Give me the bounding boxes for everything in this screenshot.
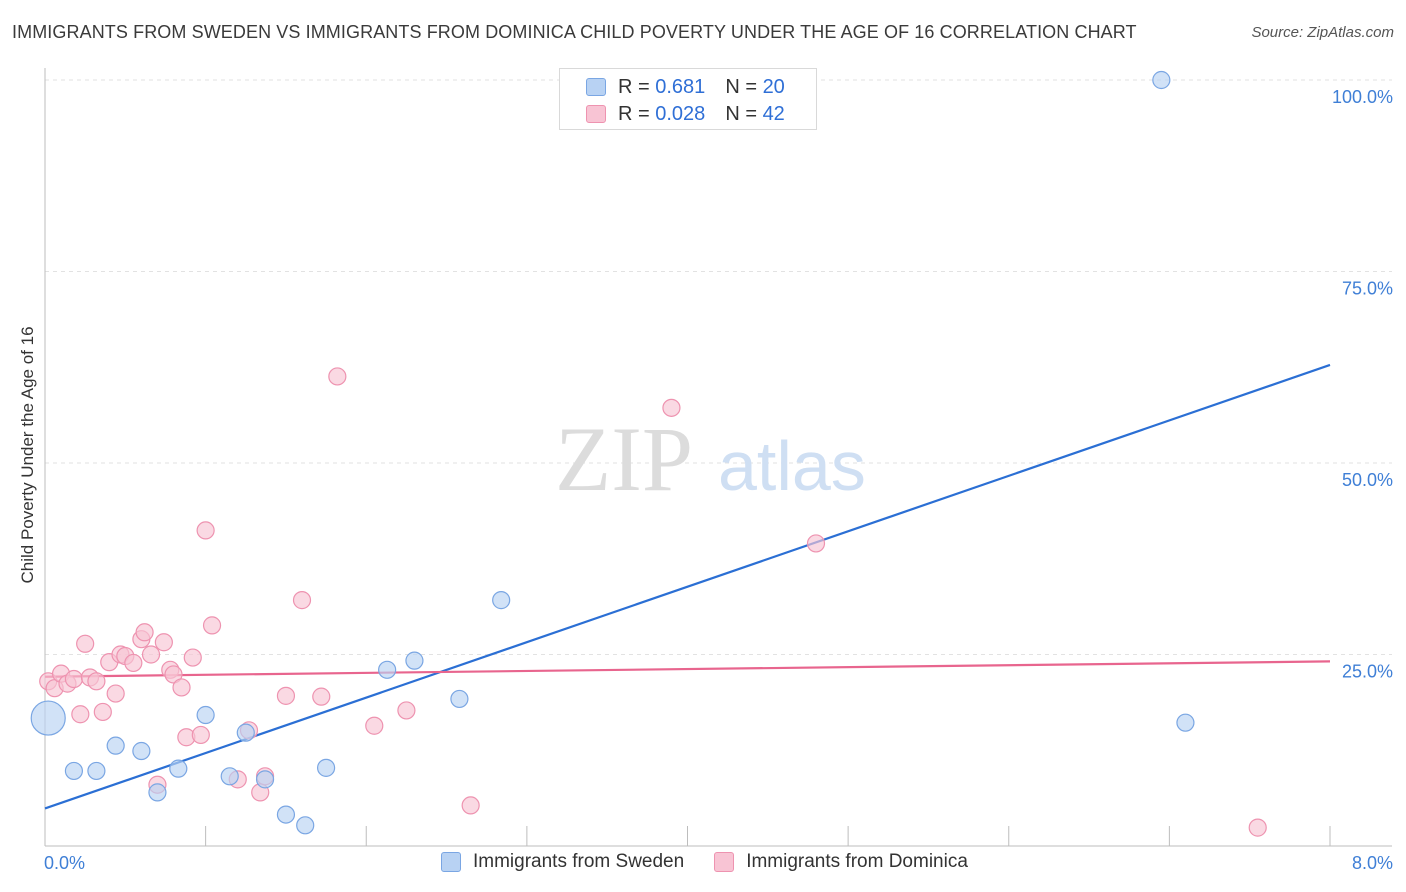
sweden-point	[450, 689, 469, 709]
n-label: N =	[725, 102, 757, 125]
sweden-point	[236, 723, 255, 742]
sweden-point	[378, 660, 397, 679]
sweden-point	[255, 770, 275, 789]
sweden-point	[296, 816, 315, 835]
dominica-point	[662, 398, 681, 417]
dominica-point	[328, 367, 347, 386]
tick-labels: 25.0% 50.0% 75.0% 100.0% 0.0% 8.0%	[44, 87, 1393, 873]
dominica-point	[87, 672, 106, 691]
sweden-point	[169, 759, 188, 778]
y-tick-label: 25.0%	[1342, 662, 1393, 682]
chart-title: IMMIGRANTS FROM SWEDEN VS IMMIGRANTS FRO…	[12, 22, 1137, 42]
x-tick-label: 0.0%	[44, 853, 85, 873]
dominica-point	[397, 701, 416, 720]
dominica-legend-swatch	[714, 852, 735, 872]
dominica-point	[76, 634, 95, 653]
n-value: 42	[762, 102, 785, 125]
x-tick-label: 8.0%	[1352, 853, 1393, 873]
dominica-point	[183, 648, 202, 667]
sweden-point	[492, 591, 511, 610]
watermark-zip: ZIP	[555, 408, 693, 510]
dominica-point	[124, 653, 143, 673]
sweden-point	[132, 741, 151, 761]
sweden-point	[30, 700, 66, 736]
watermark: ZIP atlas	[555, 408, 866, 510]
dominica-point	[806, 534, 826, 553]
dominica-point	[164, 665, 183, 684]
grid-lines	[45, 79, 1392, 655]
trend-lines	[44, 363, 1331, 810]
sweden-legend-swatch	[441, 852, 461, 872]
dominica-point	[202, 616, 222, 635]
n-value: 20	[762, 75, 785, 98]
r-value: 0.028	[655, 102, 706, 125]
dominica-point	[292, 591, 312, 610]
sweden-point	[1176, 713, 1195, 732]
dominica-point	[141, 645, 161, 664]
sweden-point	[220, 767, 239, 786]
sweden-point	[1152, 70, 1171, 90]
series-legend: Immigrants from Sweden Immigrants from D…	[441, 851, 998, 873]
n-label: N =	[725, 75, 757, 98]
sweden-trend-line	[44, 363, 1331, 810]
dominica-point	[196, 521, 215, 540]
dominica-point	[191, 725, 210, 745]
axes	[44, 68, 1392, 847]
dominica-point	[312, 687, 331, 706]
sweden-point	[196, 705, 215, 725]
sweden-point	[64, 761, 84, 781]
r-label: R =	[618, 75, 650, 98]
dominica-point	[106, 684, 125, 703]
r-value: 0.681	[655, 75, 706, 98]
y-tick-label: 100.0%	[1332, 87, 1393, 107]
dominica-point	[71, 705, 90, 724]
dominica-point	[154, 633, 173, 652]
sweden-swatch	[586, 78, 606, 96]
dominica-swatch	[586, 105, 606, 123]
legend-row-dominica: R = 0.028 N = 42	[586, 101, 785, 127]
sweden-point	[276, 805, 296, 824]
y-tick-label: 75.0%	[1342, 279, 1393, 299]
r-label: R =	[618, 102, 650, 125]
dominica-point	[1248, 818, 1267, 837]
legend-row-sweden: R = 0.681 N = 20	[586, 74, 785, 100]
dominica-point	[64, 669, 84, 689]
dominica-trend-line	[44, 660, 1331, 678]
legend-item-sweden: Immigrants from Sweden	[441, 851, 684, 873]
dominica-point	[135, 623, 154, 642]
sweden-point	[87, 761, 106, 781]
sweden-point	[405, 651, 424, 670]
correlation-legend: R = 0.681 N = 20 R = 0.028 N = 42	[559, 68, 817, 130]
sweden-legend-label: Immigrants from Sweden	[473, 851, 685, 872]
watermark-atlas: atlas	[718, 427, 866, 505]
dominica-point	[276, 686, 296, 705]
y-tick-label: 50.0%	[1342, 470, 1393, 490]
dominica-legend-label: Immigrants from Dominica	[746, 851, 968, 872]
data-points	[30, 70, 1267, 837]
sweden-point	[106, 736, 125, 755]
dominica-point	[461, 796, 480, 815]
dominica-point	[93, 702, 112, 722]
sweden-point	[148, 783, 167, 802]
source-credit: Source: ZipAtlas.com	[1251, 24, 1394, 41]
dominica-point	[172, 678, 191, 697]
dominica-point	[365, 716, 384, 735]
legend-item-dominica: Immigrants from Dominica	[714, 851, 968, 873]
y-axis-label: Child Poverty Under the Age of 16	[18, 326, 37, 584]
sweden-point	[316, 758, 336, 777]
